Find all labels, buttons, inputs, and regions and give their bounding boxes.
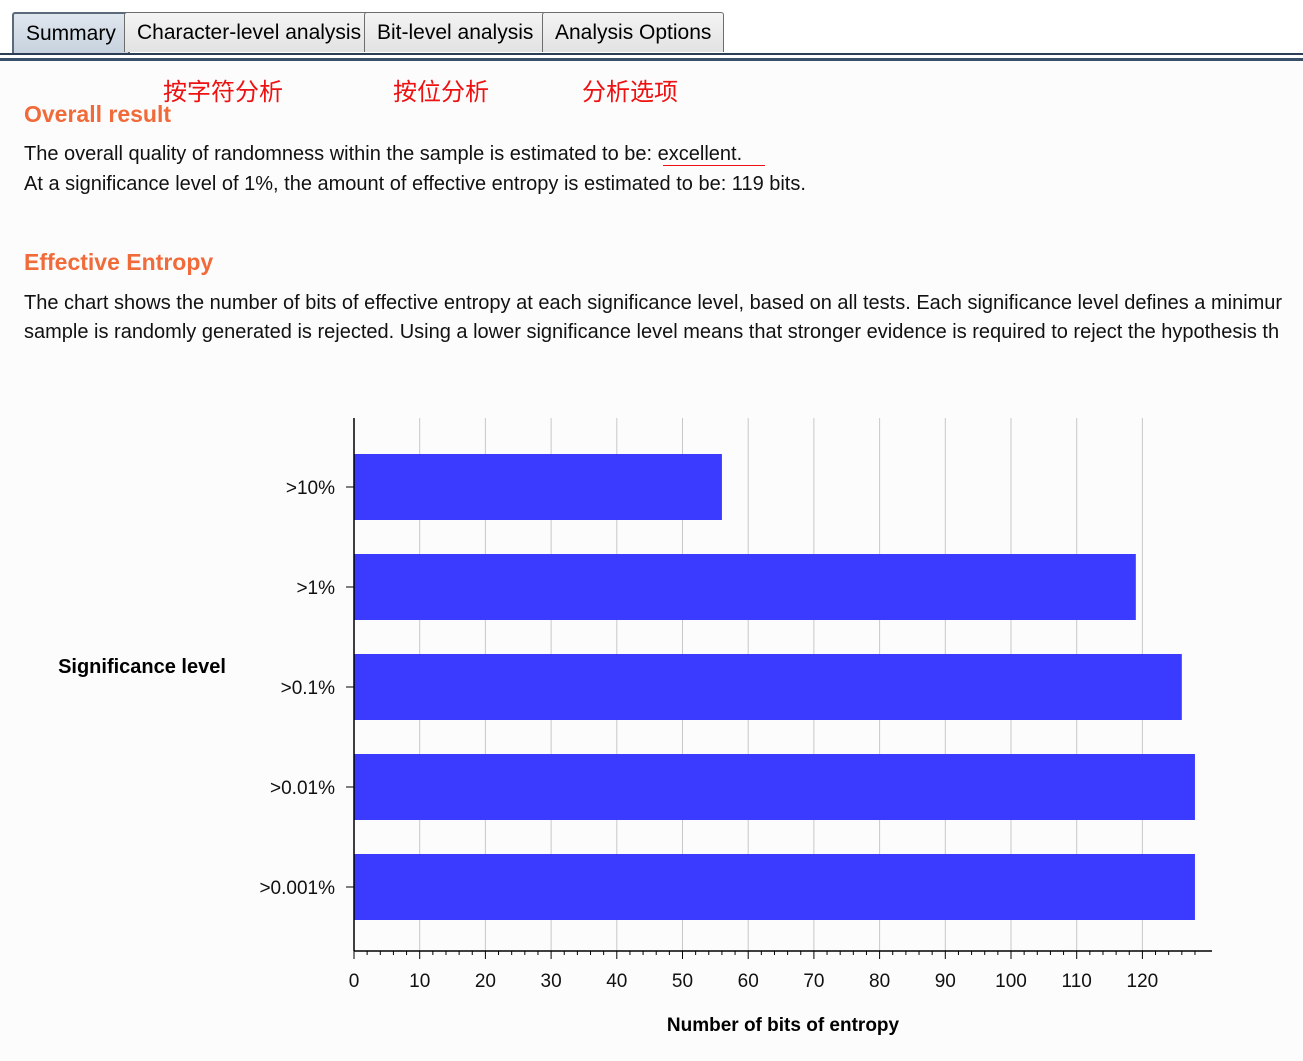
annotation-character-level: 按字符分析 — [163, 78, 283, 106]
category-label: >0.1% — [281, 678, 336, 699]
category-label: >1% — [296, 578, 335, 599]
x-tick-label: 110 — [1062, 971, 1092, 992]
category-label: >10% — [286, 478, 335, 499]
x-tick-label: 40 — [606, 971, 627, 992]
x-tick-label: 100 — [995, 971, 1027, 992]
overall-result-heading: Overall result — [24, 101, 172, 127]
category-label: >0.001% — [259, 878, 335, 899]
tab-analysis-options[interactable]: Analysis Options — [542, 12, 725, 52]
x-tick-label: 120 — [1127, 971, 1159, 992]
effective-entropy-heading: Effective Entropy — [24, 249, 214, 275]
tab-summary[interactable]: Summary — [12, 12, 130, 54]
tab-divider — [0, 53, 1303, 55]
x-tick-label: 0 — [349, 971, 360, 992]
bar-4 — [354, 854, 1195, 920]
bar-0 — [354, 454, 722, 520]
tab-bit-level-analysis[interactable]: Bit-level analysis — [364, 12, 547, 52]
x-tick-label: 50 — [672, 971, 693, 992]
x-tick-label: 80 — [869, 971, 890, 992]
annotation-analysis-options: 分析选项 — [582, 78, 678, 106]
overall-quality-text: The overall quality of randomness within… — [24, 143, 742, 166]
bar-1 — [354, 554, 1136, 620]
tab-divider-lower — [0, 58, 1303, 61]
x-tick-label: 30 — [541, 971, 562, 992]
x-axis-title: Number of bits of entropy — [667, 1015, 900, 1036]
annotation-bit-level: 按位分析 — [393, 78, 489, 106]
overall-quality-prefix: The overall quality of randomness within… — [24, 143, 653, 165]
effective-entropy-description-line1: The chart shows the number of bits of ef… — [24, 292, 1283, 314]
entropy-chart: >10% >1% >0.1% >0.01% >0.001% 0 10 20 30 40 50 60 70… — [58, 418, 1212, 1036]
x-tick-label: 20 — [475, 971, 496, 992]
quality-value-underline — [663, 165, 765, 166]
category-label: >0.01% — [270, 778, 335, 799]
effective-entropy-description-line2: sample is randomly generated is rejected… — [24, 321, 1280, 343]
x-tick-label: 90 — [935, 971, 956, 992]
tab-character-level-analysis[interactable]: Character-level analysis — [124, 12, 375, 52]
y-axis-title: Significance level — [58, 656, 226, 678]
bar-3 — [354, 754, 1195, 820]
bar-2 — [354, 654, 1182, 720]
x-tick-label: 60 — [738, 971, 759, 992]
x-tick-label: 10 — [409, 971, 430, 992]
overall-quality-value: excellent. — [657, 143, 743, 165]
overall-entropy-text: At a significance level of 1%, the amoun… — [24, 173, 806, 195]
x-tick-label: 70 — [803, 971, 824, 992]
